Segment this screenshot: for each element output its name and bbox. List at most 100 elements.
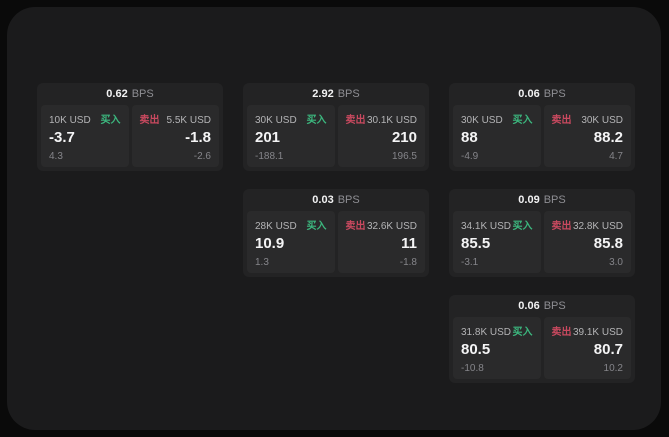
- buy-tile[interactable]: 34.1K USD 买入 85.5 -3.1: [453, 211, 541, 273]
- sell-sub-value: 196.5: [391, 151, 417, 162]
- sell-sub-value: 3.0: [609, 257, 623, 268]
- bps-value: 2.92: [312, 88, 334, 100]
- buy-sub-value: 4.3: [49, 151, 63, 162]
- buy-tile[interactable]: 30K USD 买入 201 -188.1: [247, 105, 335, 167]
- card-body: 31.8K USD 买入 80.5 -10.8 卖出 39.1K USD 80.…: [449, 314, 635, 383]
- quote-card: 0.06 BPS 30K USD 买入 88 -4.9 卖出 30K USD 8…: [449, 83, 635, 171]
- card-body: 34.1K USD 买入 85.5 -3.1 卖出 32.8K USD 85.8…: [449, 208, 635, 277]
- buy-value: 80.5: [461, 341, 491, 359]
- buy-tile[interactable]: 10K USD 买入 -3.7 4.3: [41, 105, 129, 167]
- buy-top-row: 30K USD 买入: [255, 111, 327, 126]
- sell-top-row: 卖出 32.8K USD: [552, 217, 624, 232]
- card-header: 0.09 BPS: [449, 189, 635, 208]
- buy-sub-value: -4.9: [461, 151, 479, 162]
- card-body: 30K USD 买入 201 -188.1 卖出 30.1K USD 210 1…: [243, 102, 429, 171]
- buy-tile[interactable]: 28K USD 买入 10.9 1.3: [247, 211, 335, 273]
- buy-amount: 28K USD: [255, 221, 297, 232]
- sell-amount: 39.1K USD: [572, 327, 623, 338]
- sell-value: 210: [391, 129, 417, 147]
- sell-value: 88.2: [593, 129, 623, 147]
- quotes-grid: 0.62 BPS 10K USD 买入 -3.7 4.3 卖出 5.5K USD…: [37, 83, 635, 383]
- main-panel: 0.62 BPS 10K USD 买入 -3.7 4.3 卖出 5.5K USD…: [7, 7, 661, 430]
- buy-label: 买入: [512, 327, 533, 338]
- buy-top-row: 34.1K USD 买入: [461, 217, 533, 232]
- buy-value: 85.5: [461, 235, 491, 253]
- card-header: 0.62 BPS: [37, 83, 223, 102]
- sell-amount: 30K USD: [581, 115, 623, 126]
- sell-tile[interactable]: 卖出 39.1K USD 80.7 10.2: [543, 317, 631, 379]
- buy-value: 88: [461, 129, 478, 147]
- buy-label: 买入: [100, 115, 121, 126]
- sell-value: -1.8: [185, 129, 211, 147]
- card-header: 0.03 BPS: [243, 189, 429, 208]
- buy-label: 买入: [306, 115, 327, 126]
- card-body: 30K USD 买入 88 -4.9 卖出 30K USD 88.2 4.7: [449, 102, 635, 171]
- card-header: 0.06 BPS: [449, 83, 635, 102]
- sell-sub-value: -1.8: [399, 257, 417, 268]
- sell-label: 卖出: [345, 221, 366, 232]
- buy-amount: 34.1K USD: [461, 221, 512, 232]
- sell-label: 卖出: [551, 327, 572, 338]
- bps-value: 0.03: [312, 194, 334, 206]
- buy-label: 买入: [306, 221, 327, 232]
- sell-amount: 5.5K USD: [166, 115, 211, 126]
- card-body: 10K USD 买入 -3.7 4.3 卖出 5.5K USD -1.8 -2.…: [37, 102, 223, 171]
- bps-unit-label: BPS: [543, 194, 566, 206]
- bps-unit-label: BPS: [337, 194, 360, 206]
- sell-value: 11: [401, 235, 417, 253]
- buy-value: 10.9: [255, 235, 285, 253]
- bps-value: 0.09: [518, 194, 540, 206]
- sell-top-row: 卖出 39.1K USD: [552, 323, 624, 338]
- sell-top-row: 卖出 30K USD: [552, 111, 624, 126]
- buy-amount: 31.8K USD: [461, 327, 512, 338]
- sell-label: 卖出: [345, 115, 366, 126]
- quote-card: 2.92 BPS 30K USD 买入 201 -188.1 卖出 30.1K …: [243, 83, 429, 171]
- card-header: 2.92 BPS: [243, 83, 429, 102]
- bps-unit-label: BPS: [337, 88, 360, 100]
- sell-label: 卖出: [139, 115, 160, 126]
- sell-sub-value: 10.2: [603, 363, 623, 374]
- buy-amount: 30K USD: [255, 115, 297, 126]
- sell-value: 80.7: [593, 341, 623, 359]
- quote-card: 0.03 BPS 28K USD 买入 10.9 1.3 卖出 32.6K US…: [243, 189, 429, 277]
- buy-top-row: 28K USD 买入: [255, 217, 327, 232]
- sell-top-row: 卖出 32.6K USD: [346, 217, 418, 232]
- buy-sub-value: -10.8: [461, 363, 484, 374]
- bps-unit-label: BPS: [543, 300, 566, 312]
- bps-value: 0.06: [518, 88, 540, 100]
- sell-tile[interactable]: 卖出 5.5K USD -1.8 -2.6: [131, 105, 219, 167]
- buy-top-row: 31.8K USD 买入: [461, 323, 533, 338]
- bps-value: 0.62: [106, 88, 128, 100]
- sell-top-row: 卖出 5.5K USD: [140, 111, 212, 126]
- quote-card: 0.06 BPS 31.8K USD 买入 80.5 -10.8 卖出 39.1…: [449, 295, 635, 383]
- quote-card: 0.09 BPS 34.1K USD 买入 85.5 -3.1 卖出 32.8K…: [449, 189, 635, 277]
- sell-tile[interactable]: 卖出 32.6K USD 11 -1.8: [337, 211, 425, 273]
- sell-top-row: 卖出 30.1K USD: [346, 111, 418, 126]
- sell-amount: 30.1K USD: [366, 115, 417, 126]
- sell-tile[interactable]: 卖出 30K USD 88.2 4.7: [543, 105, 631, 167]
- sell-sub-value: 4.7: [609, 151, 623, 162]
- sell-sub-value: -2.6: [193, 151, 211, 162]
- buy-amount: 10K USD: [49, 115, 91, 126]
- sell-tile[interactable]: 卖出 30.1K USD 210 196.5: [337, 105, 425, 167]
- buy-sub-value: -3.1: [461, 257, 479, 268]
- sell-tile[interactable]: 卖出 32.8K USD 85.8 3.0: [543, 211, 631, 273]
- sell-value: 85.8: [593, 235, 623, 253]
- buy-top-row: 10K USD 买入: [49, 111, 121, 126]
- card-header: 0.06 BPS: [449, 295, 635, 314]
- sell-amount: 32.6K USD: [366, 221, 417, 232]
- buy-top-row: 30K USD 买入: [461, 111, 533, 126]
- sell-label: 卖出: [551, 115, 572, 126]
- bps-unit-label: BPS: [131, 88, 154, 100]
- card-body: 28K USD 买入 10.9 1.3 卖出 32.6K USD 11 -1.8: [243, 208, 429, 277]
- sell-amount: 32.8K USD: [572, 221, 623, 232]
- buy-label: 买入: [512, 221, 533, 232]
- buy-label: 买入: [512, 115, 533, 126]
- buy-tile[interactable]: 31.8K USD 买入 80.5 -10.8: [453, 317, 541, 379]
- buy-sub-value: -188.1: [255, 151, 284, 162]
- bps-unit-label: BPS: [543, 88, 566, 100]
- buy-tile[interactable]: 30K USD 买入 88 -4.9: [453, 105, 541, 167]
- quote-card: 0.62 BPS 10K USD 买入 -3.7 4.3 卖出 5.5K USD…: [37, 83, 223, 171]
- buy-sub-value: 1.3: [255, 257, 269, 268]
